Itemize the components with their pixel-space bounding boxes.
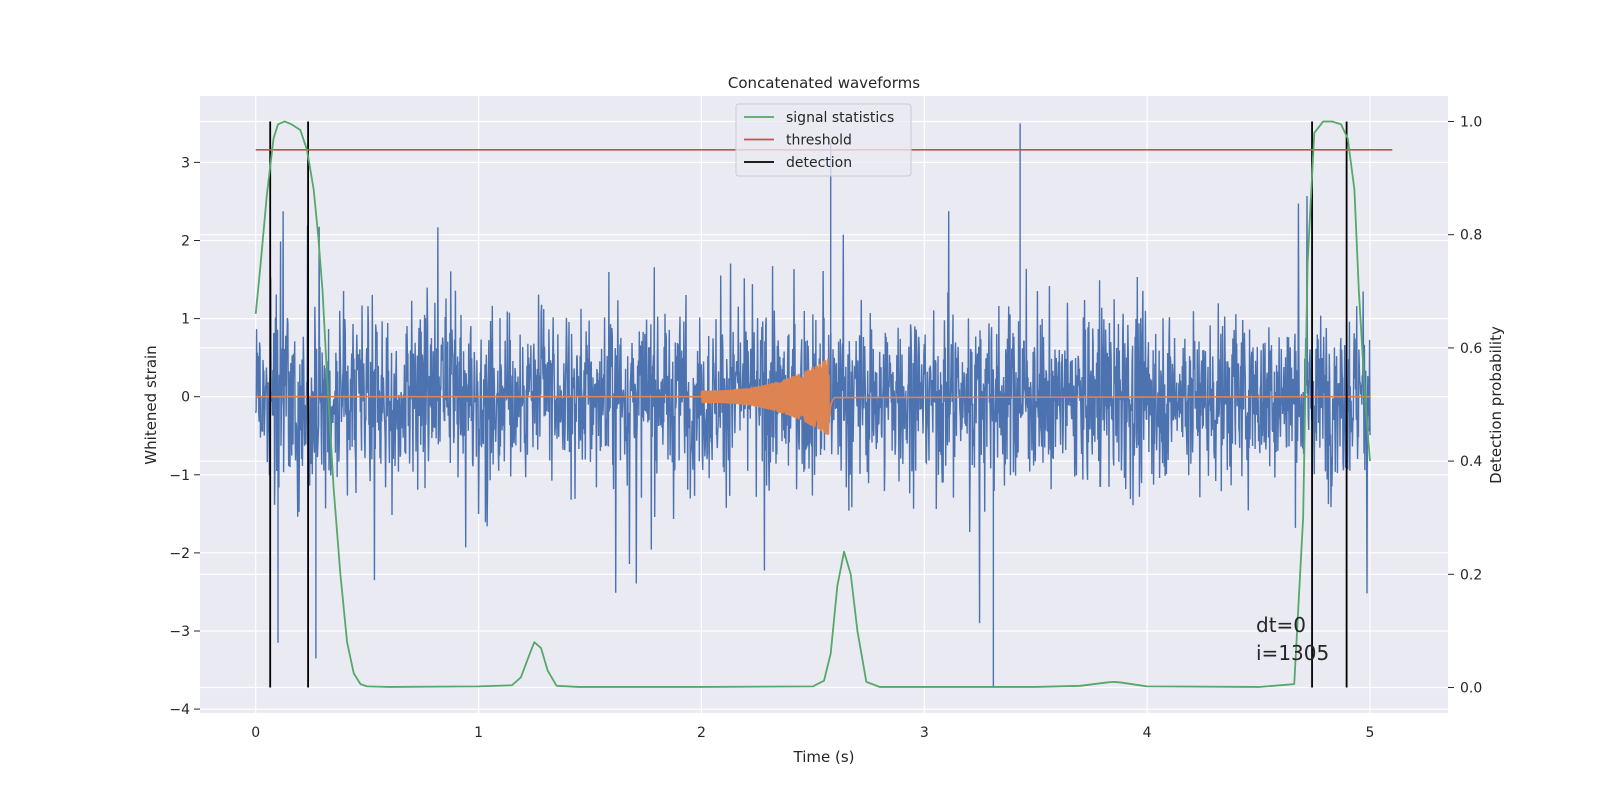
left-axis-ticks: −4 −3 −2 −1 0 1 2 3 [169,155,200,718]
x-tick-label: 3 [920,725,929,741]
right-axis-ticks: 0.0 0.2 0.4 0.6 0.8 1.0 [1448,114,1482,697]
x-axis-ticks: 0 1 2 3 4 5 [251,725,1374,741]
x-tick-label: 4 [1143,725,1152,741]
annotation-line-1: dt=0 [1256,613,1306,637]
legend-label-signal-statistics: signal statistics [786,110,894,126]
legend-box [735,103,912,177]
x-tick-label: 0 [251,725,260,741]
right-tick-label: 1.0 [1460,114,1482,130]
legend: signal statistics threshold detection [735,103,912,177]
right-tick-label: 0.2 [1460,567,1482,583]
series-signal-statistics [254,120,1371,688]
right-tick-label: 0.0 [1460,681,1482,697]
legend-label-threshold: threshold [786,133,852,149]
annotation: dt=0 i=1305 [1256,613,1329,665]
x-tick-label: 5 [1366,725,1375,741]
left-axis-label: Whitened strain [142,345,160,464]
annotation-line-2: i=1305 [1256,641,1329,665]
left-tick-label: 1 [181,312,190,328]
legend-label-detection: detection [786,155,852,171]
series-whitened-strain [255,123,1371,688]
x-tick-label: 1 [474,725,483,741]
left-tick-label: 0 [181,390,190,406]
left-tick-label: −4 [169,702,190,718]
left-tick-label: 2 [181,233,190,249]
left-tick-label: −3 [169,624,190,640]
right-tick-label: 0.6 [1460,341,1482,357]
right-tick-label: 0.4 [1460,454,1482,470]
x-axis-label: Time (s) [793,748,855,766]
left-tick-label: −2 [169,546,190,562]
left-tick-label: −1 [169,468,190,484]
series-injected-waveform [255,358,1371,436]
x-tick-label: 2 [697,725,706,741]
right-tick-label: 0.8 [1460,228,1482,244]
chart-title: Concatenated waveforms [728,74,920,92]
left-tick-label: 3 [181,155,190,171]
right-axis-label: Detection probability [1487,326,1505,484]
